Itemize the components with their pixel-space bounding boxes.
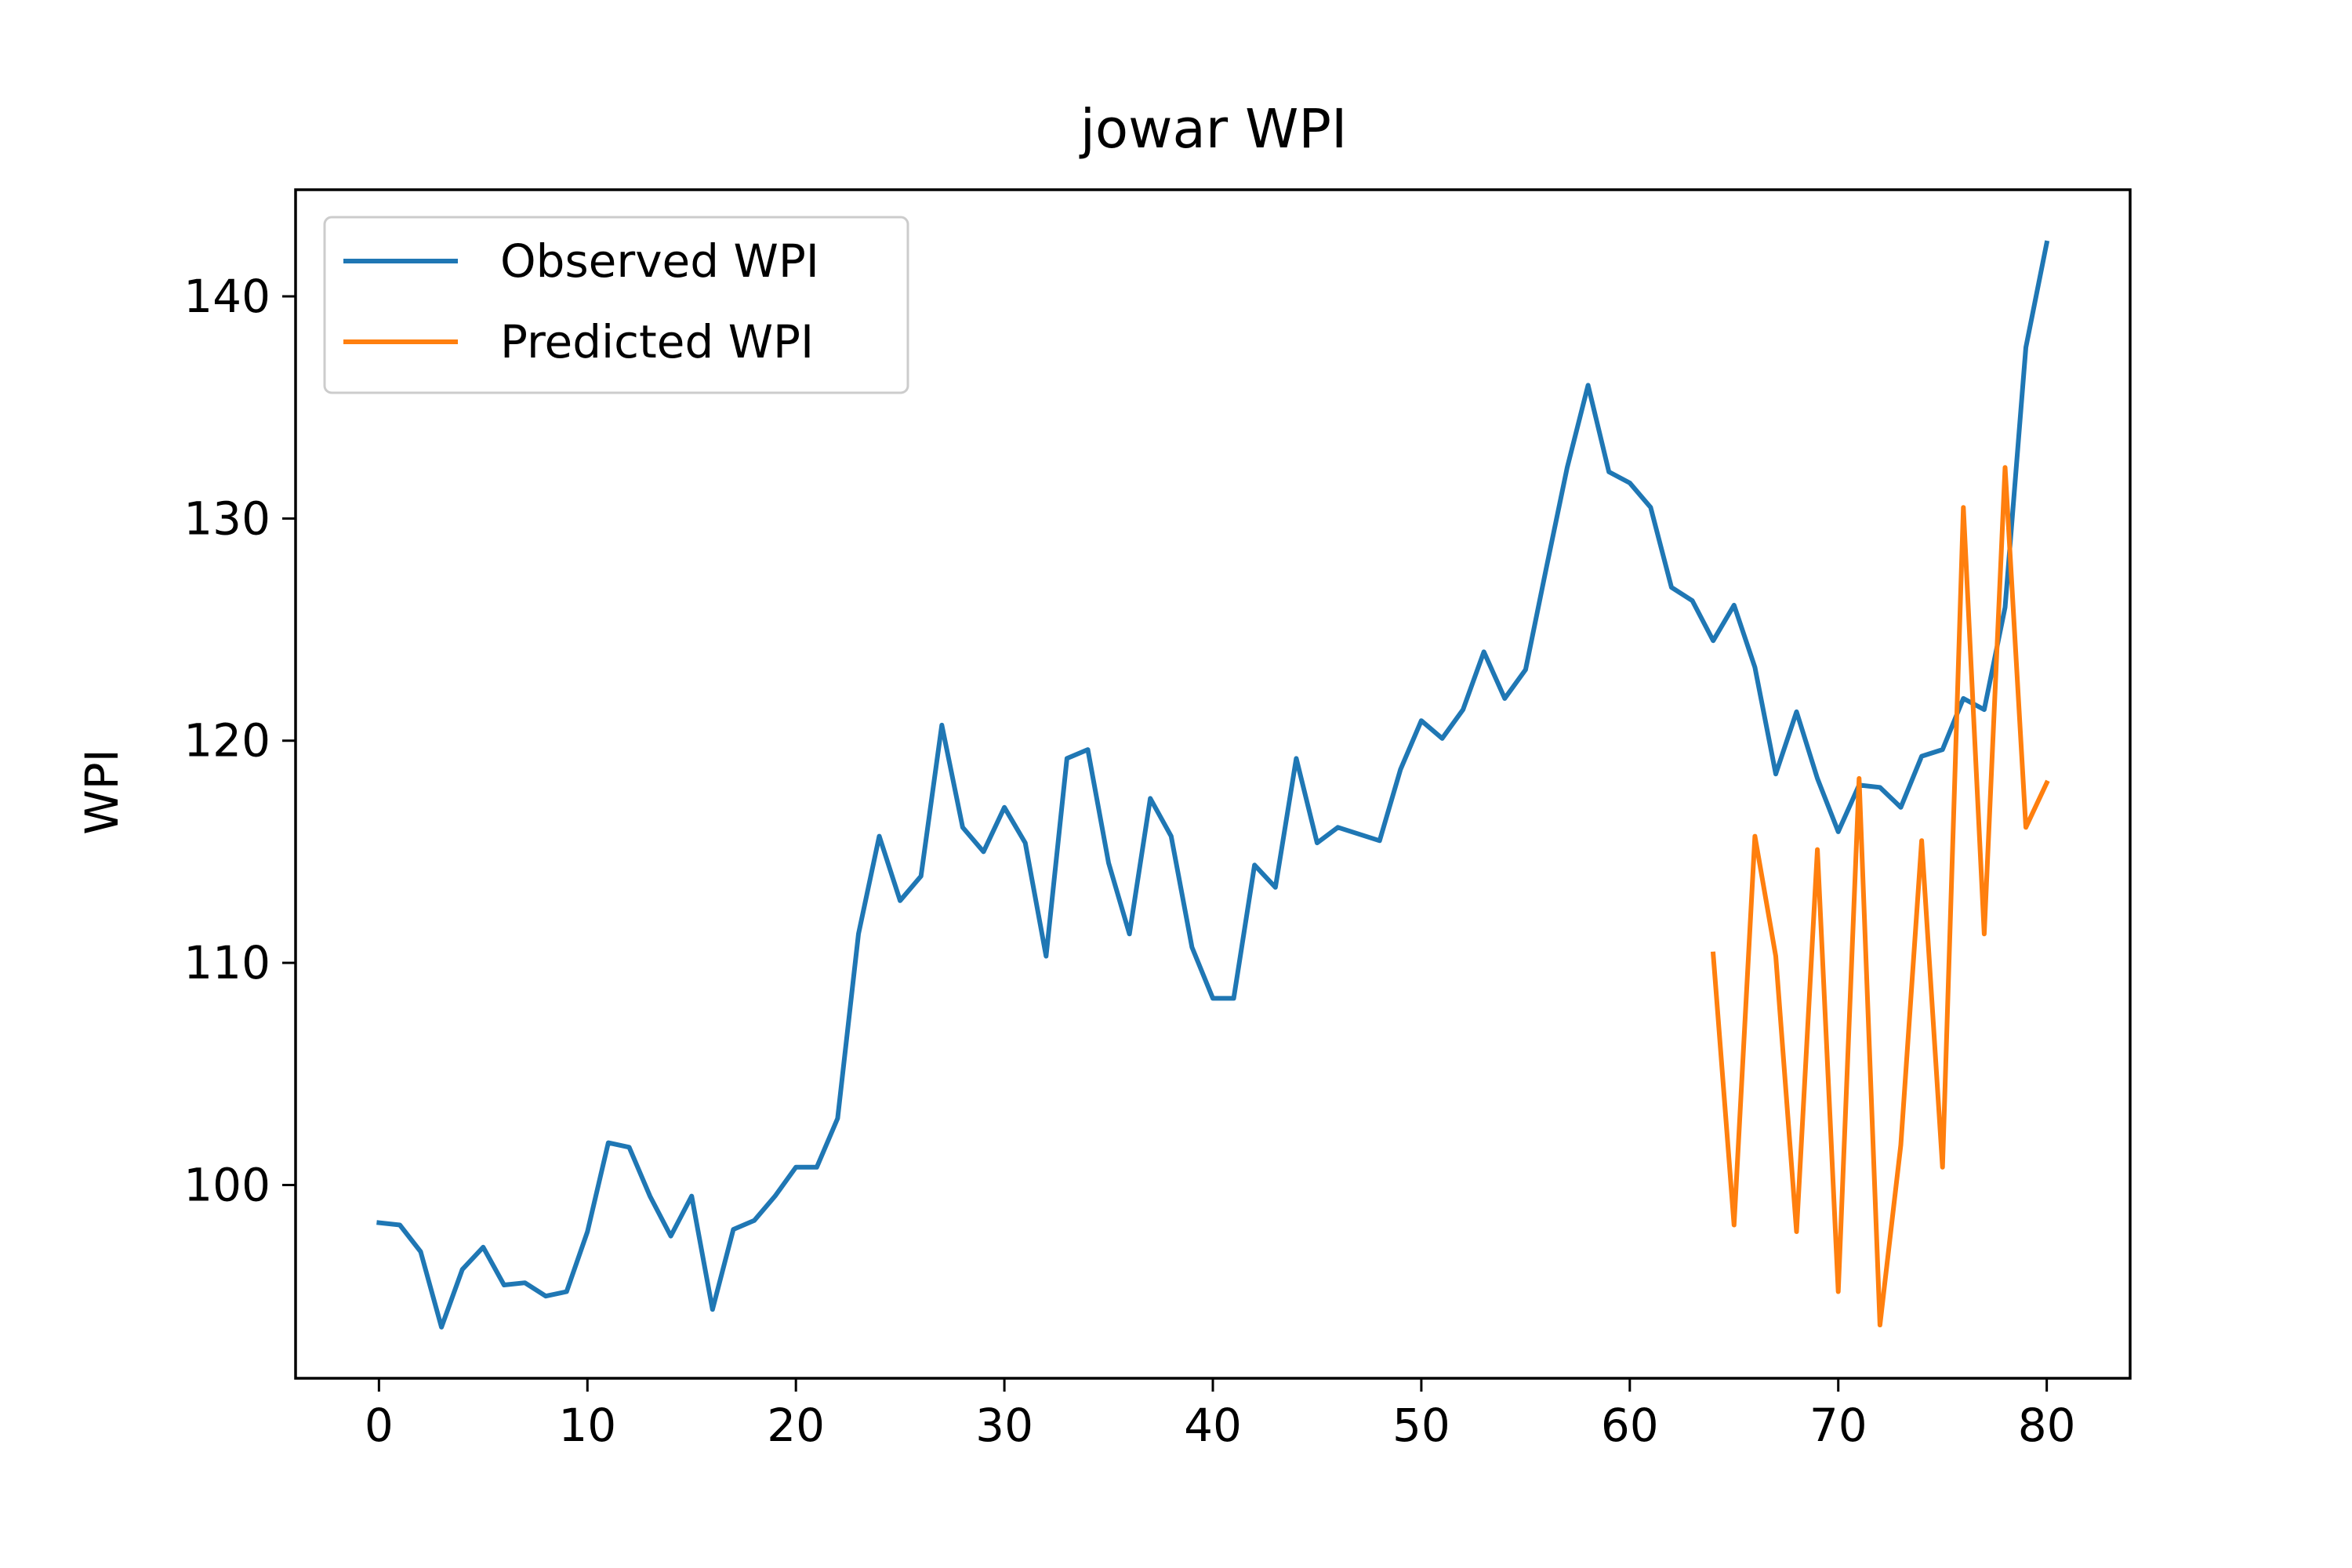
axes: 0 10 20 30 40 50 60 70 80 100 110 120 130 140 xyxy=(183,188,2132,1452)
x-tick-label: 10 xyxy=(558,1399,616,1452)
x-tick-label: 50 xyxy=(1392,1399,1450,1452)
y-tick-label: 140 xyxy=(183,270,270,323)
series-line-observed-wpi xyxy=(376,240,2050,1330)
y-tick-label: 120 xyxy=(183,714,270,768)
x-tick-label: 60 xyxy=(1601,1399,1659,1452)
x-tick-label: 40 xyxy=(1184,1399,1242,1452)
x-tick-label: 20 xyxy=(767,1399,825,1452)
series-line-predicted-wpi xyxy=(1710,465,2050,1327)
x-tick-label: 70 xyxy=(1809,1399,1867,1452)
legend-label: Predicted WPI xyxy=(500,315,814,368)
legend-box xyxy=(323,216,909,394)
plot-area xyxy=(376,240,2050,1330)
y-tick-label: 100 xyxy=(183,1158,270,1211)
y-tick-label: 110 xyxy=(183,936,270,989)
x-tick-label: 0 xyxy=(365,1399,394,1452)
x-tick-label: 80 xyxy=(2018,1399,2076,1452)
y-axis-label: WPI xyxy=(75,749,129,834)
y-tick-label: 130 xyxy=(183,492,270,545)
legend-label: Observed WPI xyxy=(500,234,819,288)
legend: Observed WPI Predicted WPI xyxy=(323,216,909,394)
chart-title: jowar WPI xyxy=(1079,98,1348,161)
x-tick-label: 30 xyxy=(975,1399,1033,1452)
